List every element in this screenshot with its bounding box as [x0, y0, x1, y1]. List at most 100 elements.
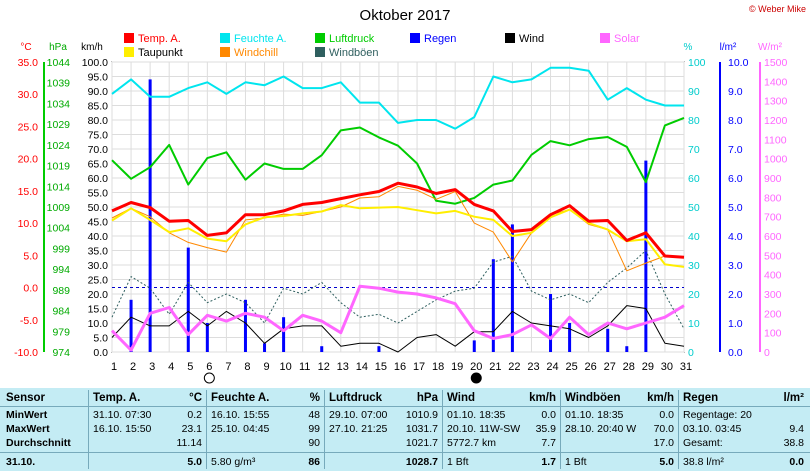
pressure-tick-label: 994: [52, 264, 70, 276]
windchill-line: [111, 185, 685, 272]
day-label: 29: [642, 361, 654, 373]
humidity-value: 99: [308, 423, 320, 435]
pressure-tick-label: 984: [52, 306, 70, 318]
solar-tick-label: 500: [764, 250, 782, 262]
legend-swatch: [315, 47, 325, 57]
day-label: 6: [206, 361, 212, 373]
solar-tick-label: 200: [764, 308, 782, 320]
day-label: 27: [604, 361, 616, 373]
day-label: 23: [527, 361, 539, 373]
day-label: 7: [225, 361, 231, 373]
temp-tick-label: 10.0: [18, 218, 39, 230]
pressure-tick-label: 1039: [47, 78, 71, 90]
pressure-tick-label: 974: [52, 347, 70, 359]
axis-unit-wind: km/h: [81, 42, 103, 53]
pressure-tick-label: 1014: [47, 181, 71, 193]
legend-label: Regen: [424, 33, 456, 45]
chart-title: Oktober 2017: [360, 7, 451, 24]
temp-value: 23.1: [181, 423, 202, 435]
rain-info: 03.10. 03:45: [683, 423, 742, 435]
legend-label: Temp. A.: [138, 33, 181, 45]
header-humidity: Feuchte A.: [211, 392, 270, 404]
humidity-tick-label: 20: [688, 289, 700, 301]
temp-value: 5.0: [187, 456, 202, 468]
pressure-time: 29.10. 07:00: [329, 409, 388, 421]
legend-swatch: [124, 33, 134, 43]
day-label: 12: [318, 361, 330, 373]
wind-tick-label: 5.0: [93, 333, 108, 345]
legend-swatch: [220, 47, 230, 57]
pressure-tick-label: 1044: [47, 57, 71, 69]
rain-bar: [263, 343, 267, 352]
rain-bar: [205, 323, 209, 352]
wind-tick-label: 0.0: [93, 347, 108, 359]
day-label: 21: [489, 361, 501, 373]
wind-tick-label: 65.0: [88, 159, 109, 171]
pressure-time: 27.10. 21:25: [329, 423, 388, 435]
wind-time: 1 Bft: [447, 456, 469, 468]
solar-tick-label: 600: [764, 231, 782, 243]
rain-bar: [510, 224, 514, 352]
legend-label: Windböen: [329, 47, 379, 59]
header-humidity-unit: %: [309, 392, 320, 404]
stats-table: Sensor Temp. A. °C Feuchte A.% Luftdruck hPa W…: [0, 388, 810, 471]
header-pressure-unit: hPa: [416, 392, 438, 404]
wind-line: [111, 305, 685, 353]
solar-tick-label: 400: [764, 270, 782, 282]
legend-label: Wind: [519, 33, 544, 45]
day-label: 22: [508, 361, 520, 373]
solar-tick-label: 900: [764, 173, 782, 185]
gust-value: 0.0: [659, 409, 674, 421]
pressure-value: 1021.7: [405, 437, 438, 449]
axis-unit-solar: W/m²: [758, 42, 783, 53]
day-label: 30: [661, 361, 673, 373]
day-label: 26: [585, 361, 597, 373]
row-label: MinWert: [6, 409, 48, 421]
rain-tick-label: 10.0: [728, 57, 749, 69]
solar-tick-label: 300: [764, 289, 782, 301]
wind-tick-label: 70.0: [88, 144, 109, 156]
rain-bar: [568, 323, 572, 352]
humidity-tick-label: 40: [688, 231, 700, 243]
day-label: 3: [149, 361, 155, 373]
rain-bar: [606, 328, 610, 352]
day-label: 25: [565, 361, 577, 373]
pressure-value: 1028.7: [405, 456, 438, 468]
rain-bar: [472, 340, 476, 352]
wind-tick-label: 35.0: [88, 246, 109, 258]
wind-tick-label: 20.0: [88, 289, 109, 301]
wind-tick-label: 95.0: [88, 72, 109, 84]
rain-bar: [186, 247, 190, 352]
humidity-line: [111, 66, 684, 130]
header-rain: Regen: [683, 392, 719, 404]
temp-tick-label: 25.0: [18, 121, 39, 133]
humidity-tick-label: 70: [688, 144, 700, 156]
rain-value: 38.8: [783, 437, 804, 449]
day-label: 11: [299, 361, 310, 373]
pressure-tick-label: 1004: [47, 223, 71, 235]
temp-tick-label: 30.0: [18, 89, 39, 101]
taupunkt-line: [111, 204, 685, 268]
wind-tick-label: 25.0: [88, 275, 109, 287]
wind-tick-label: 55.0: [88, 188, 109, 200]
rain-tick-label: 3.0: [728, 260, 743, 272]
temp-tick-label: 35.0: [18, 57, 39, 69]
legend-swatch: [600, 33, 610, 43]
rain-bar: [549, 294, 553, 352]
windboeen-line: [111, 250, 685, 330]
solar-tick-label: 1200: [764, 115, 788, 127]
day-label: 17: [413, 361, 425, 373]
gust-value: 17.0: [653, 437, 674, 449]
solar-tick-label: 800: [764, 192, 782, 204]
header-wind: Wind: [447, 392, 475, 404]
legend-swatch: [315, 33, 325, 43]
wind-tick-label: 15.0: [88, 304, 109, 316]
humidity-tick-label: 50: [688, 202, 700, 214]
solar-tick-label: 1400: [764, 76, 788, 88]
day-label: 28: [623, 361, 635, 373]
rain-bar: [644, 160, 648, 352]
humidity-tick-label: 100: [688, 57, 706, 69]
humidity-value: 48: [308, 409, 320, 421]
rain-tick-label: 1.0: [728, 318, 743, 330]
temperature-line: [111, 181, 685, 259]
